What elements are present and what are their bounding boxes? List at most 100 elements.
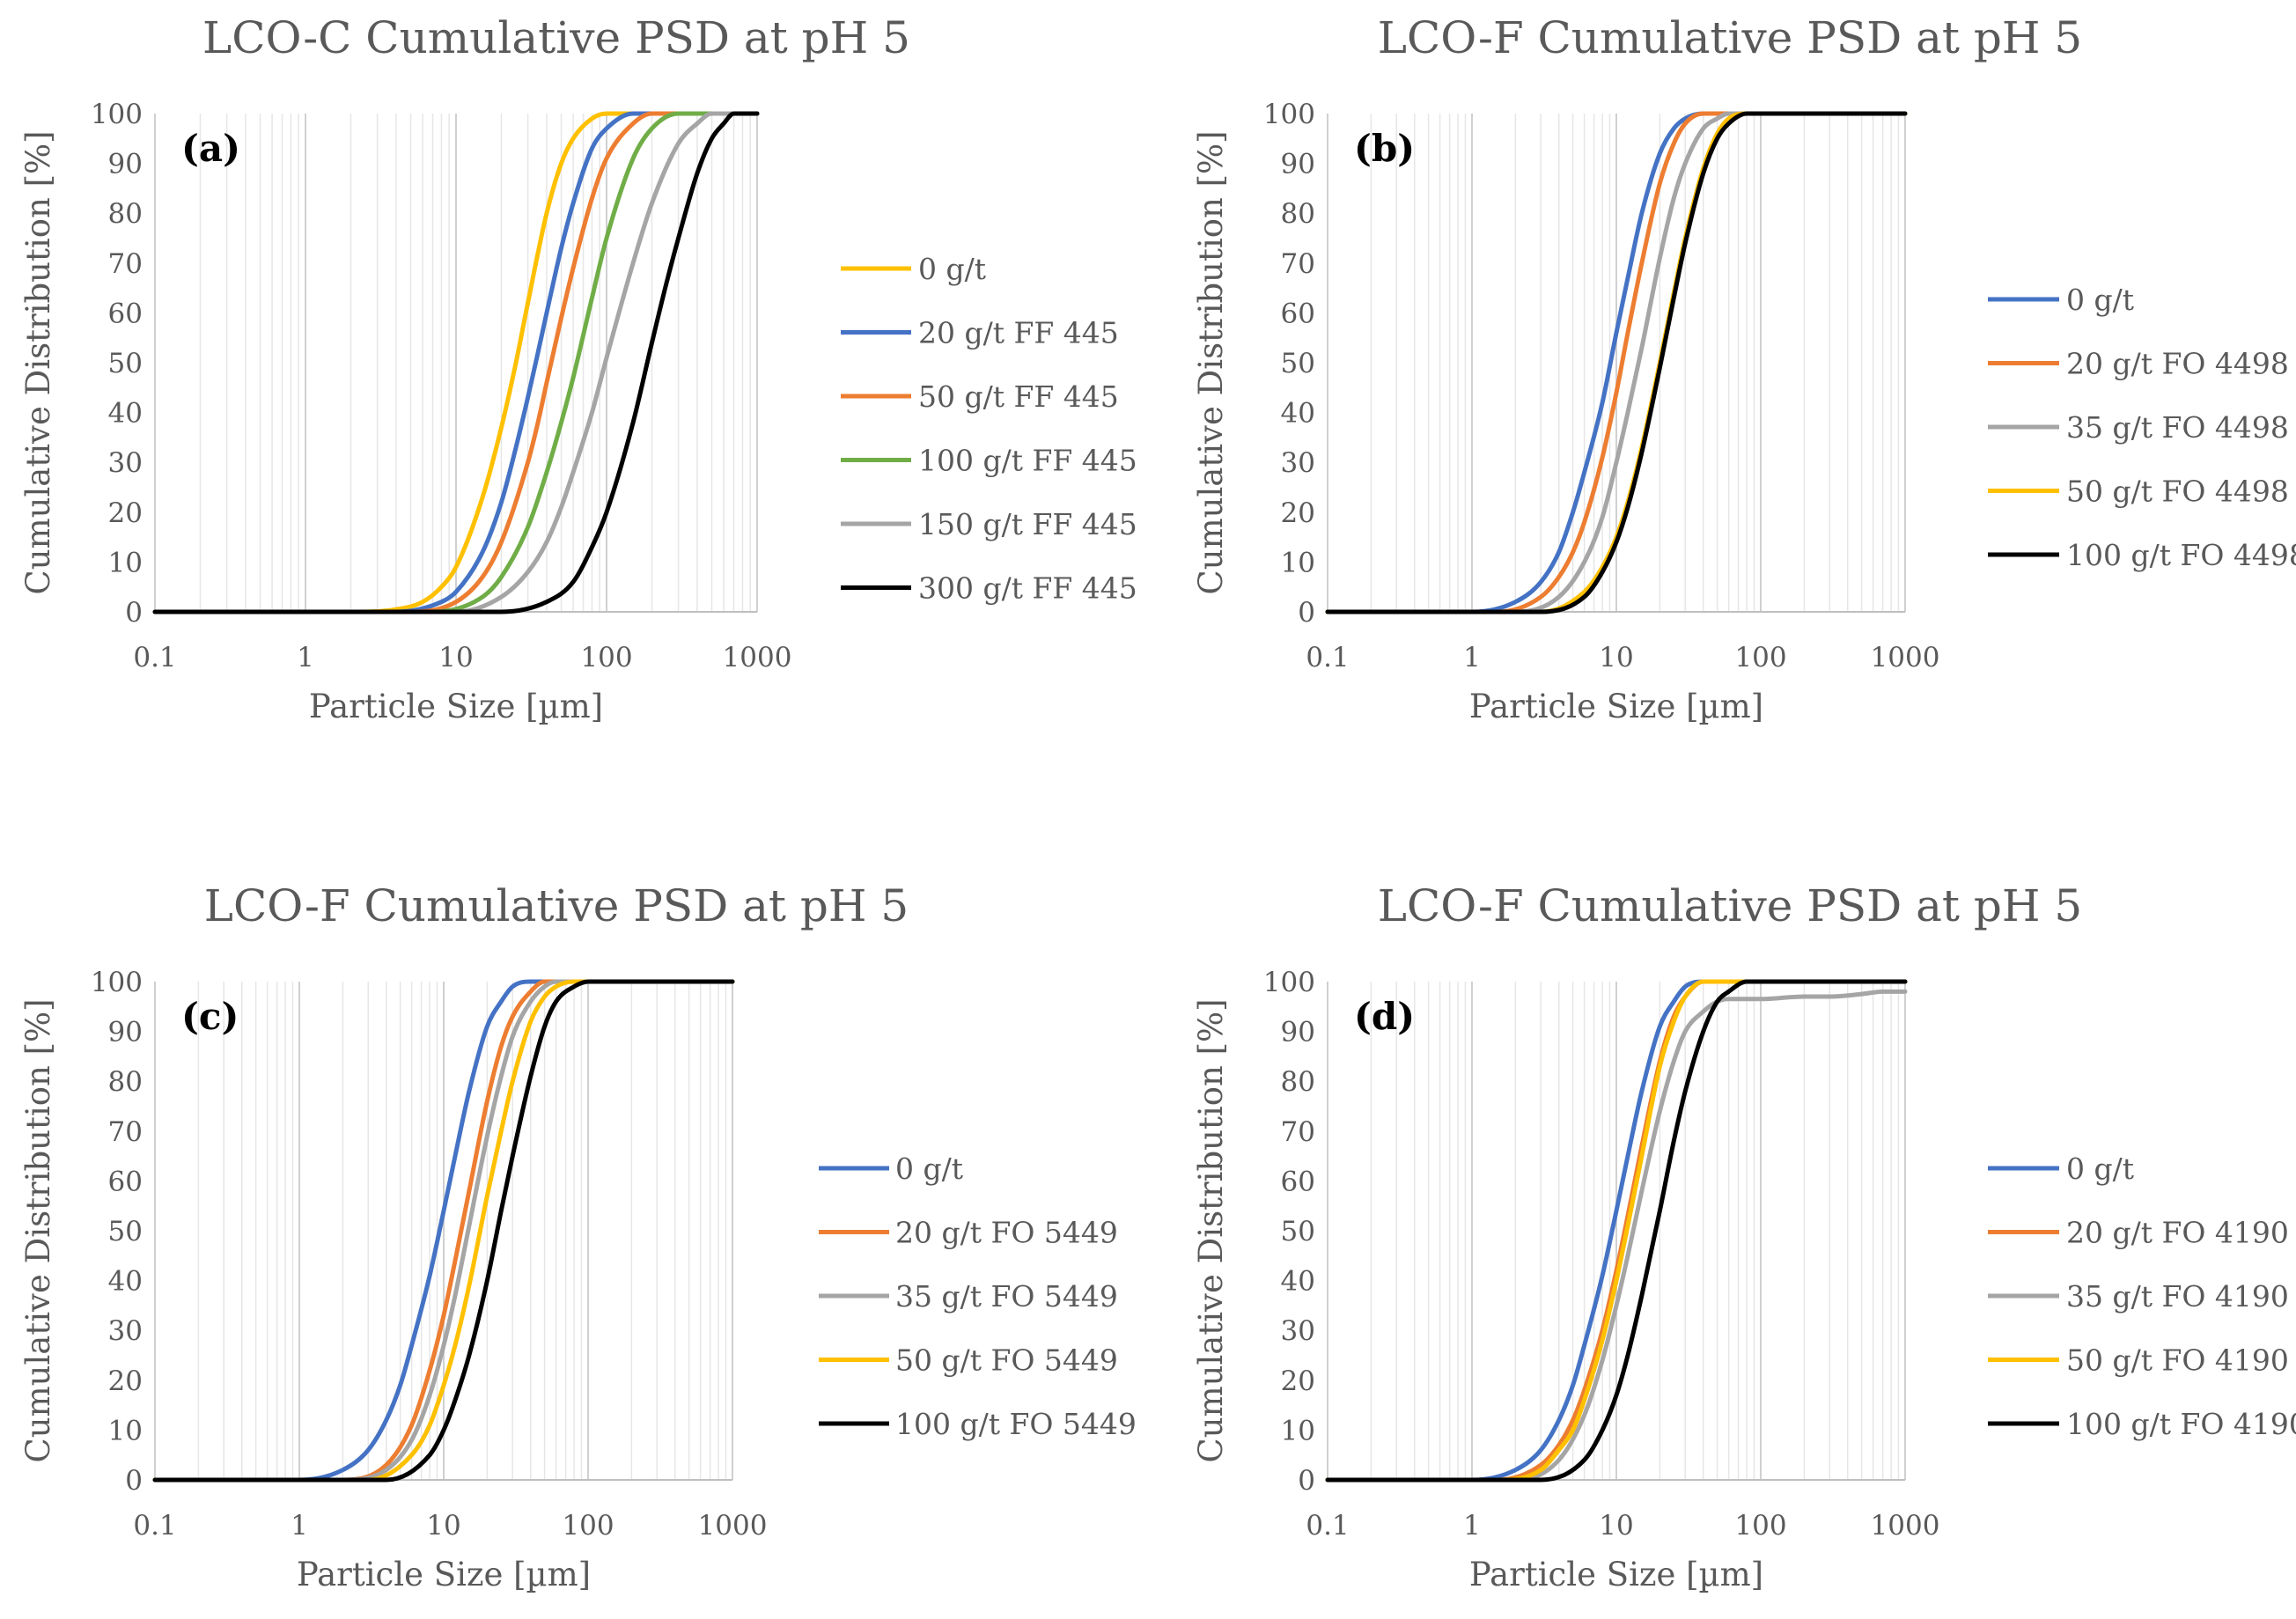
x-axis-label: Particle Size [µm]: [297, 1556, 591, 1593]
y-tick-label: 80: [108, 198, 143, 230]
y-tick-label: 90: [108, 1017, 143, 1049]
legend-label: 300 g/t FF 445: [918, 571, 1137, 606]
y-tick-label: 0: [125, 1465, 143, 1497]
panel-label: (d): [1354, 995, 1415, 1038]
x-tick-label: 0.1: [133, 642, 176, 673]
legend-label: 0 g/t: [918, 252, 986, 286]
x-tick-label: 1000: [723, 642, 792, 673]
series-line: [152, 111, 760, 614]
x-axis-label: Particle Size [µm]: [309, 688, 603, 725]
x-tick-label: 100: [1734, 642, 1786, 673]
panel-label: (c): [181, 995, 239, 1038]
y-tick-label: 10: [1281, 1415, 1315, 1446]
x-tick-label: 10: [426, 1510, 460, 1542]
legend-label: 35 g/t FO 4498: [2066, 410, 2289, 445]
y-tick-label: 0: [1298, 1465, 1315, 1497]
chart-panel: LCO-F Cumulative PSD at pH 5 0 10 20 30 40 50 6…: [1192, 880, 2296, 1593]
y-tick-label: 80: [108, 1066, 143, 1098]
y-tick-label: 60: [1281, 1166, 1315, 1197]
series-line: [152, 979, 735, 1483]
chart-title: LCO-F Cumulative PSD at pH 5: [204, 880, 909, 931]
y-tick-label: 70: [1281, 1116, 1315, 1148]
y-tick-label: 10: [108, 547, 143, 578]
x-tick-label: 0.1: [1306, 1510, 1349, 1542]
y-tick-label: 30: [1281, 447, 1315, 479]
series-line: [152, 979, 735, 1483]
y-tick-label: 30: [1281, 1315, 1315, 1347]
series-line: [152, 111, 760, 614]
legend-label: 20 g/t FO 4190: [2066, 1216, 2289, 1250]
x-tick-label: 10: [1599, 1510, 1633, 1542]
series-line: [1325, 979, 1908, 1483]
legend: 0 g/t 20 g/t FO 4498 35 g/t FO 4498 50 g/t …: [1988, 283, 2296, 572]
y-tick-label: 60: [108, 1166, 143, 1197]
legend-label: 35 g/t FO 4190: [2066, 1279, 2289, 1314]
x-tick-label: 10: [1599, 642, 1633, 673]
y-tick-label: 90: [1281, 1017, 1315, 1049]
series-line: [152, 979, 735, 1483]
chart-title: LCO-F Cumulative PSD at pH 5: [1378, 12, 2082, 63]
legend-label: 35 g/t FO 5449: [895, 1279, 1118, 1314]
y-tick-label: 100: [91, 99, 143, 130]
x-axis-label: Particle Size [µm]: [1469, 688, 1763, 725]
x-tick-label: 1: [297, 642, 314, 673]
y-tick-label: 30: [108, 447, 143, 479]
legend-label: 50 g/t FO 4190: [2066, 1343, 2289, 1378]
y-axis-label: Cumulative Distribution [%]: [19, 998, 57, 1462]
legend: 0 g/t 20 g/t FO 5449 35 g/t FO 5449 50 g/t …: [819, 1152, 1137, 1441]
x-tick-label: 1000: [698, 1510, 768, 1542]
series-line: [152, 979, 735, 1483]
y-tick-label: 60: [1281, 298, 1315, 329]
y-axis-label: Cumulative Distribution [%]: [1192, 998, 1230, 1462]
x-tick-label: 10: [438, 642, 473, 673]
legend-label: 100 g/t FF 445: [918, 444, 1137, 478]
y-tick-label: 100: [1263, 99, 1315, 130]
legend-label: 20 g/t FO 4498: [2066, 347, 2289, 381]
y-tick-label: 50: [1281, 1216, 1315, 1247]
y-axis-label: Cumulative Distribution [%]: [19, 130, 57, 594]
y-tick-label: 40: [1281, 1266, 1315, 1298]
x-tick-label: 1: [291, 1510, 308, 1542]
legend-label: 20 g/t FO 5449: [895, 1216, 1118, 1250]
x-axis-label: Particle Size [µm]: [1469, 1556, 1763, 1593]
chart-title: LCO-F Cumulative PSD at pH 5: [1378, 880, 2082, 931]
y-tick-label: 50: [1281, 348, 1315, 379]
x-tick-label: 1: [1463, 1510, 1481, 1542]
legend-label: 150 g/t FF 445: [918, 507, 1137, 541]
panel-label: (b): [1354, 127, 1415, 170]
y-tick-label: 30: [108, 1315, 143, 1347]
chart-panel: LCO-F Cumulative PSD at pH 5 0 10 20 30 40 50 6…: [19, 880, 1137, 1593]
legend: 0 g/t 20 g/t FF 445 50 g/t FF 445 100 g/t F…: [841, 252, 1137, 606]
y-tick-label: 100: [1263, 967, 1315, 998]
y-tick-label: 40: [108, 398, 143, 430]
legend-label: 100 g/t FO 4190: [2066, 1407, 2296, 1441]
y-tick-label: 70: [1281, 248, 1315, 280]
y-tick-label: 0: [125, 597, 143, 629]
x-tick-label: 1000: [1871, 642, 1940, 673]
y-tick-label: 60: [108, 298, 143, 329]
x-tick-label: 100: [562, 1510, 614, 1542]
legend-label: 100 g/t FO 5449: [895, 1407, 1137, 1441]
series-line: [1325, 979, 1908, 1483]
y-tick-label: 20: [1281, 1365, 1315, 1397]
series-line: [152, 979, 735, 1483]
y-tick-label: 70: [108, 248, 143, 280]
x-tick-label: 0.1: [1306, 642, 1349, 673]
series-line: [1325, 989, 1908, 1483]
y-tick-label: 20: [108, 1365, 143, 1397]
chart-panel: LCO-F Cumulative PSD at pH 5 0 10 20 30 40 50 6…: [1192, 12, 2296, 725]
x-tick-label: 100: [580, 642, 632, 673]
chart-title: LCO-C Cumulative PSD at pH 5: [202, 12, 910, 63]
legend-label: 50 g/t FF 445: [918, 379, 1119, 414]
y-tick-label: 10: [1281, 547, 1315, 578]
y-tick-label: 40: [108, 1266, 143, 1298]
panel-label: (a): [181, 127, 240, 170]
series-line: [1325, 111, 1908, 614]
x-tick-label: 1000: [1871, 1510, 1940, 1542]
x-tick-label: 1: [1463, 642, 1481, 673]
y-tick-label: 50: [108, 348, 143, 379]
x-tick-label: 100: [1734, 1510, 1786, 1542]
y-axis-label: Cumulative Distribution [%]: [1192, 130, 1230, 594]
y-tick-label: 80: [1281, 1066, 1315, 1098]
series-line: [152, 111, 760, 614]
